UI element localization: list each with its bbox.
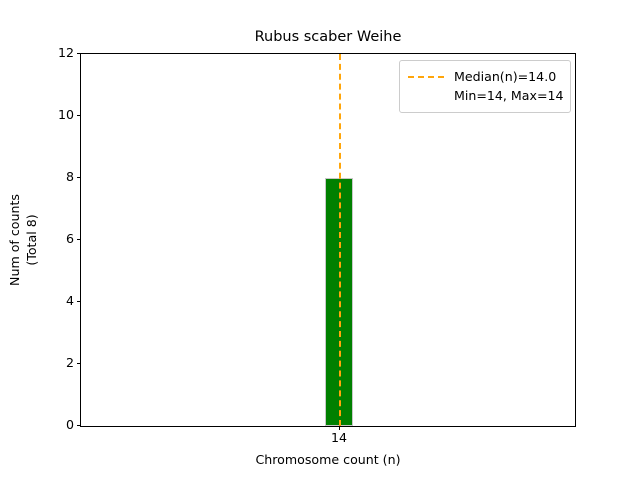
y-axis-label-wrapper: Num of counts (Total 8): [0, 53, 46, 427]
ytick-mark-8: [77, 176, 81, 178]
plot-surface: [81, 54, 575, 426]
ytick-label-4: 4: [65, 293, 74, 309]
legend-label-median: Median(n)=14.0: [454, 69, 557, 84]
ytick-label-6: 6: [65, 231, 74, 247]
plot-axes: 0 2 4 6 8 10 12 14 Median(n)=14.0 Min=14…: [58, 47, 576, 444]
legend-row-minmax: Min=14, Max=14: [408, 86, 564, 105]
ytick-mark-2: [77, 362, 81, 364]
dashed-line-icon: [408, 75, 444, 78]
y-axis-label: Num of counts (Total 8): [6, 194, 40, 286]
y-axis-label-line2: (Total 8): [24, 214, 39, 266]
ytick-mark-10: [77, 114, 81, 117]
chart-legend: Median(n)=14.0 Min=14, Max=14: [399, 60, 571, 113]
xtick-mark-14: [338, 426, 341, 430]
ytick-label-10: 10: [57, 107, 74, 123]
ytick-label-12: 12: [57, 45, 74, 61]
chart-title: Rubus scaber Weihe: [254, 29, 402, 45]
xtick-label-14: 14: [330, 430, 347, 445]
legend-row-median: Median(n)=14.0: [408, 67, 562, 86]
ytick-mark-6: [77, 238, 81, 240]
ytick-label-8: 8: [65, 169, 74, 185]
ytick-mark-12: [77, 52, 81, 54]
legend-spacer-icon: [408, 95, 444, 97]
median-line: [338, 54, 341, 426]
ytick-mark-4: [77, 300, 81, 303]
legend-label-minmax: Min=14, Max=14: [454, 88, 564, 103]
ytick-label-0: 0: [65, 417, 74, 433]
x-axis-label: Chromosome count (n): [255, 452, 401, 467]
ytick-mark-0: [77, 424, 81, 426]
y-axis-label-line1: Num of counts: [7, 194, 22, 286]
ytick-label-2: 2: [65, 355, 74, 371]
